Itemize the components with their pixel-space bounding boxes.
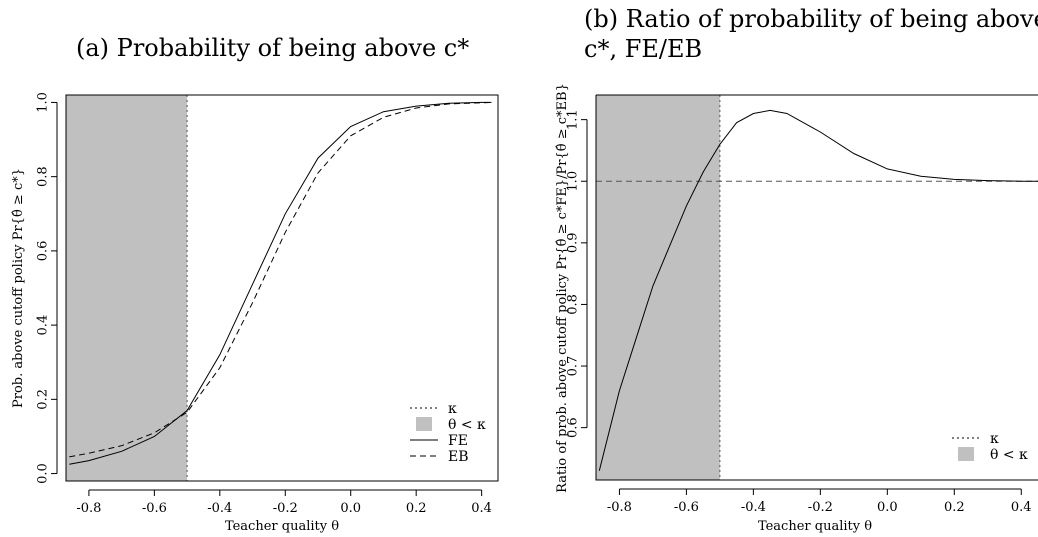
x-tick-label: 0.2: [944, 500, 965, 515]
panel-a: (a) Probability of being above c* -0.8 -0…: [11, 34, 499, 534]
legend-swatch-shaded: [958, 447, 974, 461]
x-tick-label: 0.2: [406, 501, 427, 516]
x-tick-label: 0.4: [471, 501, 492, 516]
legend-label: FE: [448, 433, 468, 449]
x-tick-label: -0.8: [607, 500, 632, 515]
panel-a-xaxis: -0.8 -0.6 -0.4 -0.2 0.0 0.2 0.4: [76, 489, 492, 516]
panel-a-shaded-region: [66, 95, 188, 481]
legend-label: θ < κ: [448, 417, 486, 433]
legend-label: θ < κ: [990, 447, 1028, 463]
panel-b-title-line-1: (b) Ratio of probability of being above: [584, 5, 1038, 33]
panel-b-shaded-region: [596, 95, 720, 480]
panel-b-xlabel: Teacher quality θ: [758, 519, 872, 534]
y-tick-label: 1.0: [566, 171, 581, 192]
legend-label: EB: [448, 449, 469, 465]
panel-a-plot-frame: [65, 94, 499, 482]
x-tick-label: -0.2: [273, 501, 298, 516]
panel-a-ylabel: Prob. above cutoff policy Pr{θ̂ ≥ c*}: [11, 168, 26, 408]
panel-b-ylabel: Ratio of prob. above cutoff policy Pr{θ̂…: [555, 83, 570, 493]
panel-b-title-line-2: c*, FE/EB: [584, 35, 702, 63]
legend-label: κ: [990, 431, 999, 447]
series-line-eb: [69, 101, 492, 458]
x-tick-label: 0.4: [1011, 500, 1032, 515]
panel-b-xaxis: -0.8 -0.6 -0.4 -0.2 0.0 0.2 0.4: [607, 488, 1032, 515]
y-tick-label: 0.9: [566, 232, 581, 253]
x-tick-label: -0.6: [142, 501, 167, 516]
y-tick-label: 1.1: [566, 109, 581, 130]
series-line-ratio: [598, 109, 1038, 471]
panel-b-yaxis: 0.6 0.7 0.8 0.9 1.0 1.1: [566, 109, 588, 438]
panel-a-xlabel: Teacher quality θ: [225, 519, 339, 534]
x-tick-label: -0.2: [808, 500, 833, 515]
y-tick-label: 0.7: [566, 356, 581, 377]
series-line-fe: [69, 101, 492, 465]
y-tick-label: 0.4: [36, 315, 51, 336]
panel-a-yaxis: 0.0 0.2 0.4 0.6 0.8 1.0: [36, 92, 58, 484]
legend-label: κ: [448, 401, 457, 417]
x-tick-label: -0.4: [207, 501, 232, 516]
panel-a-title-line-1: (a) Probability of being above c*: [76, 34, 469, 62]
panel-a-lines: [69, 95, 492, 481]
y-tick-label: 1.0: [36, 92, 51, 113]
y-tick-label: 0.0: [36, 463, 51, 484]
panel-b-legend: κθ < κ: [952, 431, 1028, 463]
panel-b-lines: [596, 95, 1038, 480]
y-tick-label: 0.6: [36, 241, 51, 262]
panel-b-plot-frame: [595, 94, 1038, 481]
x-tick-label: -0.4: [741, 500, 766, 515]
y-tick-label: 0.6: [566, 417, 581, 438]
y-tick-label: 0.2: [36, 389, 51, 410]
x-tick-label: -0.8: [76, 501, 101, 516]
legend-swatch-shaded: [416, 417, 432, 431]
y-tick-label: 0.8: [566, 294, 581, 315]
x-tick-label: -0.6: [674, 500, 699, 515]
panel-b: (b) Ratio of probability of being above …: [555, 5, 1038, 534]
x-tick-label: 0.0: [340, 501, 361, 516]
x-tick-label: 0.0: [877, 500, 898, 515]
y-tick-label: 0.8: [36, 166, 51, 187]
